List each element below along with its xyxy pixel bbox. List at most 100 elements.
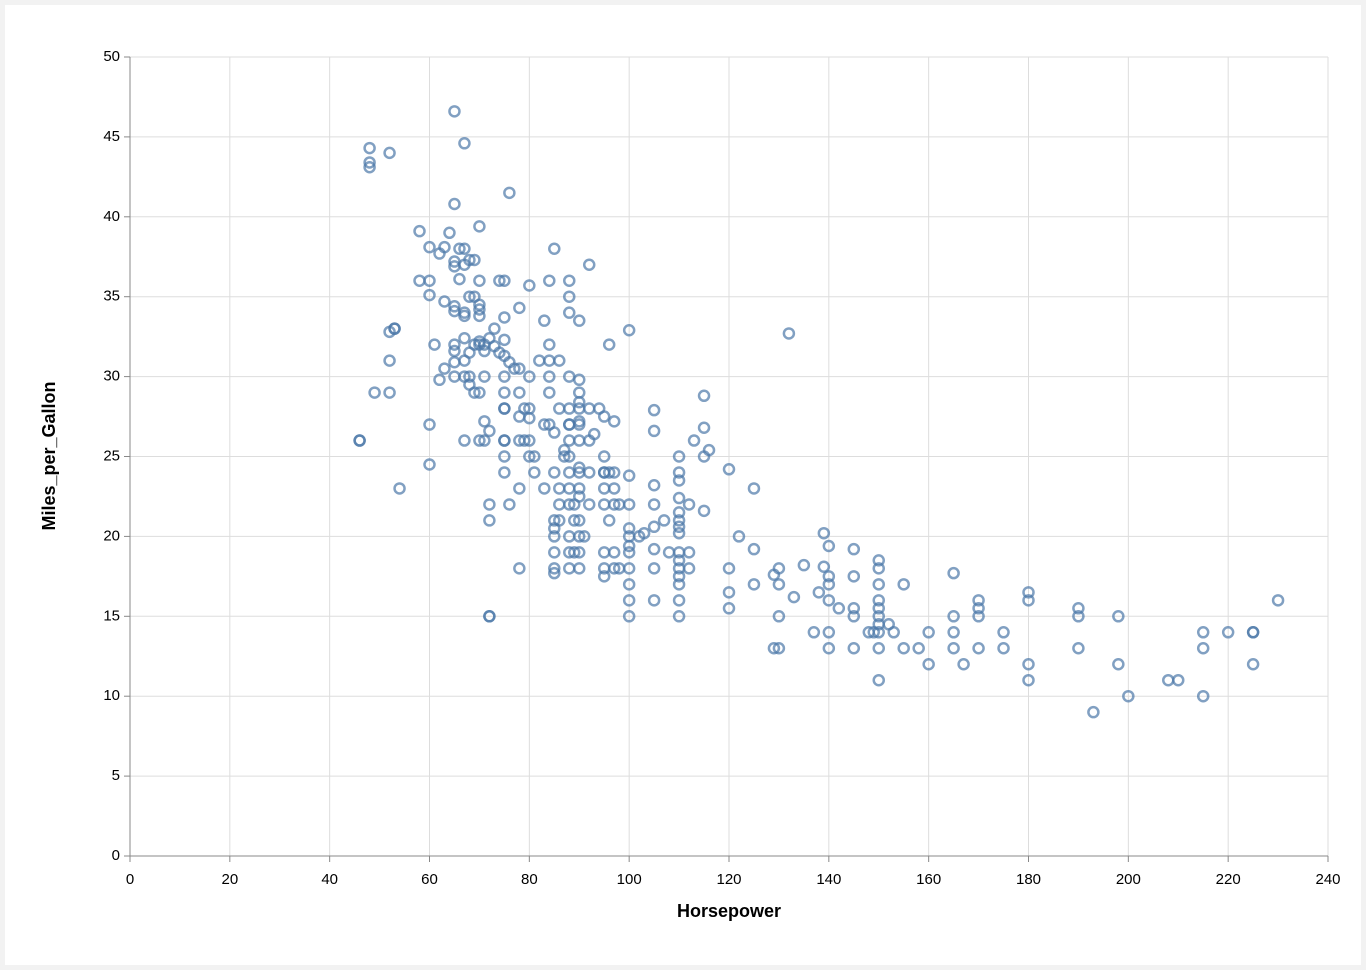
point (647, 542, 661, 556)
point (563, 306, 576, 319)
point (1022, 673, 1035, 687)
point (473, 386, 486, 399)
point (548, 562, 561, 575)
point (622, 498, 636, 511)
point (573, 395, 586, 409)
point (473, 434, 486, 447)
point (772, 610, 786, 623)
point (453, 242, 466, 256)
point (872, 610, 885, 623)
point (478, 434, 491, 447)
point (563, 290, 576, 303)
point (553, 514, 566, 527)
point (448, 197, 461, 211)
x-tick-label: 80 (521, 871, 538, 888)
point (458, 331, 471, 345)
point (498, 333, 511, 347)
y-tick-label: 50 (103, 48, 120, 65)
point (822, 539, 836, 553)
point (498, 434, 511, 447)
point (513, 301, 526, 315)
point (548, 546, 561, 559)
point (847, 610, 861, 623)
point (972, 594, 985, 607)
point (458, 434, 471, 447)
point (832, 602, 846, 615)
point (448, 355, 461, 369)
point (797, 558, 811, 572)
point (388, 322, 401, 335)
point (463, 370, 476, 383)
point (443, 226, 456, 240)
point (602, 466, 616, 479)
point (438, 295, 451, 308)
point (1112, 657, 1125, 671)
point (657, 514, 671, 527)
point (847, 642, 861, 655)
point (767, 642, 781, 655)
point (548, 566, 561, 580)
point (573, 434, 586, 447)
point (637, 526, 651, 540)
point (582, 466, 596, 479)
point (622, 469, 636, 482)
point (433, 373, 446, 387)
point (1246, 626, 1260, 639)
point (543, 370, 556, 383)
point (463, 253, 476, 267)
point (498, 311, 511, 324)
point (847, 542, 861, 556)
point (872, 626, 885, 639)
point (523, 434, 536, 447)
point (872, 642, 885, 655)
point (722, 562, 736, 575)
point (587, 427, 601, 441)
point (393, 482, 406, 495)
point (822, 578, 836, 591)
point (483, 610, 496, 623)
point (582, 402, 596, 415)
point (573, 461, 586, 474)
point (872, 578, 885, 591)
point (772, 578, 786, 591)
point (528, 450, 541, 463)
point (448, 344, 461, 358)
x-axis-title: Horsepower (677, 901, 781, 921)
point (448, 105, 461, 118)
point (722, 463, 736, 476)
point (523, 411, 536, 425)
point (368, 386, 381, 399)
point (622, 522, 636, 535)
point (468, 253, 481, 267)
point (573, 402, 586, 415)
point (822, 626, 836, 639)
point (672, 526, 686, 540)
point (972, 602, 985, 615)
y-tick-label: 40 (103, 208, 120, 225)
point (498, 274, 511, 287)
point (478, 344, 491, 358)
point (548, 530, 561, 543)
point (872, 602, 885, 615)
point (622, 578, 636, 591)
point (872, 562, 885, 575)
point (468, 386, 481, 399)
point (672, 554, 686, 567)
y-tick-label: 0 (112, 847, 120, 864)
point (573, 482, 586, 495)
point (563, 274, 576, 287)
point (533, 354, 546, 367)
point (947, 642, 960, 655)
point (553, 402, 566, 415)
point (697, 504, 711, 518)
point (997, 642, 1010, 655)
point (607, 482, 621, 495)
point (672, 570, 686, 583)
point (582, 498, 596, 511)
point (997, 626, 1010, 639)
point (543, 354, 556, 367)
point (523, 370, 536, 383)
y-tick-label: 25 (103, 447, 120, 464)
point (563, 498, 576, 511)
point (622, 594, 636, 607)
